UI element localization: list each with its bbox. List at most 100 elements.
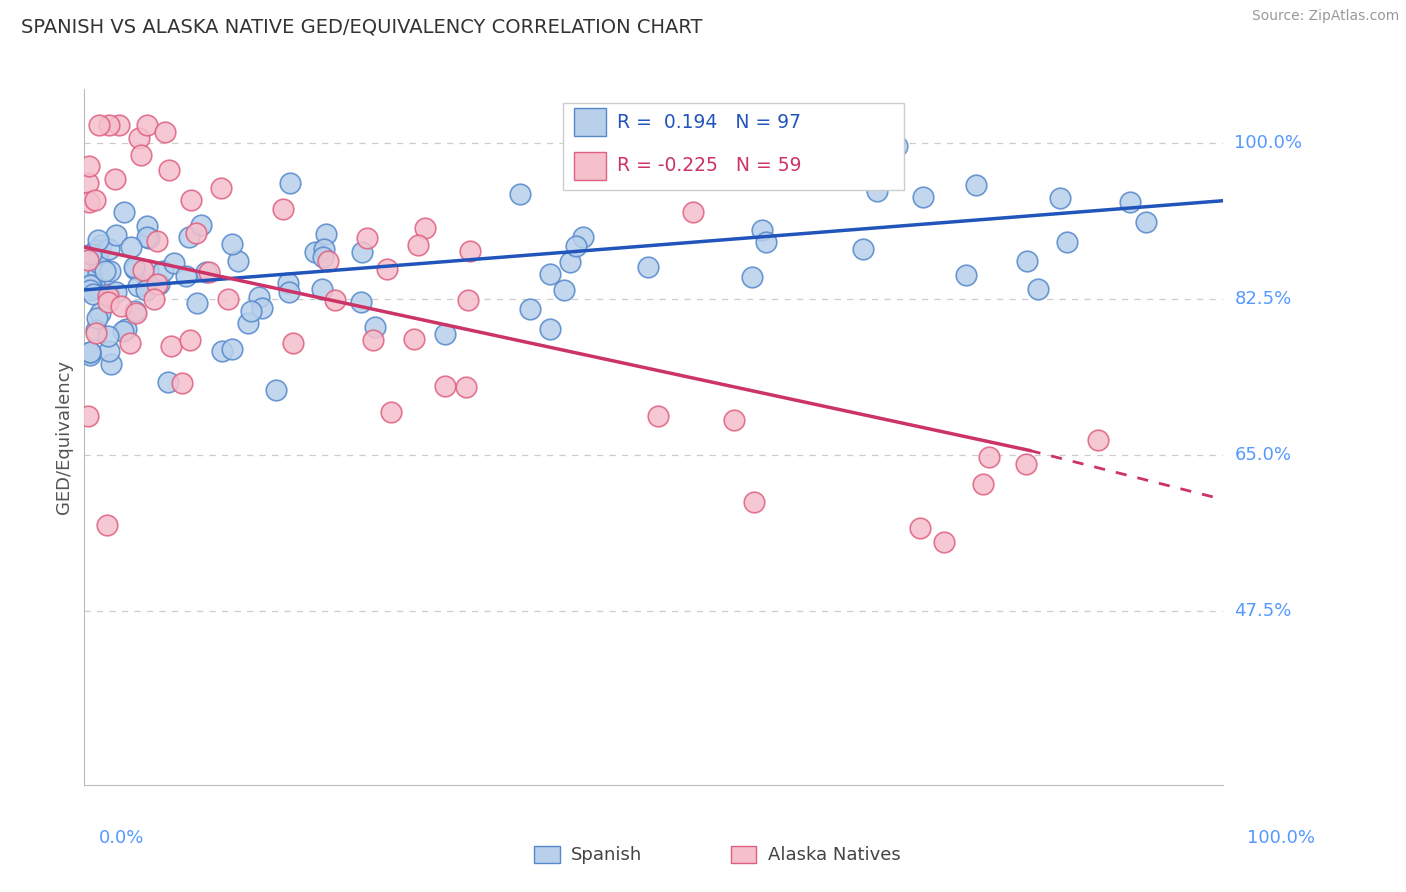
Point (180, 193, 202, 207)
Point (277, 276, 299, 290)
Point (100, 357, 122, 371)
Point (433, 379, 456, 393)
Point (1049, 191, 1071, 205)
Point (965, 178, 987, 192)
Point (565, 239, 588, 253)
Point (115, 322, 138, 336)
Point (458, 244, 481, 259)
Point (89, 255, 111, 269)
Point (77, 194, 100, 209)
Point (77, 159, 100, 173)
Point (87, 233, 110, 247)
Point (87, 118, 110, 132)
Point (122, 260, 145, 275)
Point (1028, 282, 1050, 296)
Point (356, 231, 378, 245)
Point (247, 290, 270, 304)
Point (221, 342, 243, 356)
Point (87, 247, 110, 261)
Point (84, 323, 107, 337)
Point (955, 268, 977, 282)
Point (138, 231, 160, 245)
Point (160, 339, 183, 353)
Point (136, 262, 159, 277)
Point (406, 237, 429, 252)
Point (221, 237, 243, 252)
Point (1015, 457, 1038, 471)
Point (350, 245, 373, 260)
Point (316, 254, 339, 268)
Point (132, 263, 155, 277)
FancyBboxPatch shape (574, 108, 606, 136)
Point (77, 409, 100, 424)
Point (157, 376, 180, 390)
Point (744, 494, 766, 508)
Point (211, 343, 233, 358)
Point (80, 277, 103, 292)
Point (79, 344, 101, 359)
Point (153, 125, 176, 139)
Point (972, 476, 994, 491)
Point (457, 293, 479, 307)
Point (79, 283, 101, 297)
Point (1135, 215, 1157, 229)
Point (195, 265, 218, 279)
Point (751, 222, 773, 236)
Text: 65.0%: 65.0% (1234, 446, 1291, 464)
Point (979, 450, 1001, 464)
FancyBboxPatch shape (562, 103, 904, 190)
Point (851, 243, 873, 257)
Point (97, 329, 120, 343)
Point (238, 316, 260, 330)
Point (98, 243, 121, 257)
Point (1118, 195, 1140, 210)
Point (142, 292, 165, 306)
Point (908, 521, 931, 535)
Point (886, 139, 908, 153)
Point (105, 285, 128, 299)
Point (682, 205, 704, 219)
Point (94, 264, 117, 278)
Point (1087, 434, 1109, 448)
Point (723, 413, 745, 427)
Point (912, 190, 935, 204)
Point (350, 294, 373, 309)
Point (86, 311, 108, 326)
Point (415, 221, 437, 235)
Point (120, 240, 142, 254)
Point (741, 270, 763, 285)
Point (111, 324, 134, 338)
Point (558, 254, 581, 268)
Point (79, 347, 101, 361)
Point (179, 333, 201, 347)
Point (312, 243, 335, 257)
Point (252, 301, 274, 316)
Point (84, 326, 107, 341)
Point (163, 255, 186, 269)
Text: 82.5%: 82.5% (1234, 290, 1292, 308)
Point (375, 262, 398, 277)
Text: Alaska Natives: Alaska Natives (768, 846, 900, 863)
Point (159, 163, 181, 178)
Point (190, 218, 212, 232)
Point (118, 335, 141, 350)
Point (79, 263, 101, 277)
Point (87, 266, 110, 280)
Point (311, 282, 333, 296)
Point (402, 331, 425, 345)
Point (755, 235, 778, 249)
Text: SPANISH VS ALASKA NATIVE GED/EQUIVALENCY CORRELATION CHART: SPANISH VS ALASKA NATIVE GED/EQUIVALENCY… (21, 18, 703, 37)
Point (124, 304, 146, 318)
Text: 47.5%: 47.5% (1234, 602, 1292, 620)
Point (96, 518, 118, 533)
FancyBboxPatch shape (574, 152, 606, 179)
Point (97, 289, 120, 303)
Point (304, 244, 326, 259)
Point (315, 227, 337, 241)
Point (380, 405, 402, 419)
Point (125, 306, 148, 320)
Point (76, 176, 98, 190)
Point (135, 283, 157, 297)
Point (264, 384, 287, 398)
Text: 100.0%: 100.0% (1234, 134, 1302, 152)
